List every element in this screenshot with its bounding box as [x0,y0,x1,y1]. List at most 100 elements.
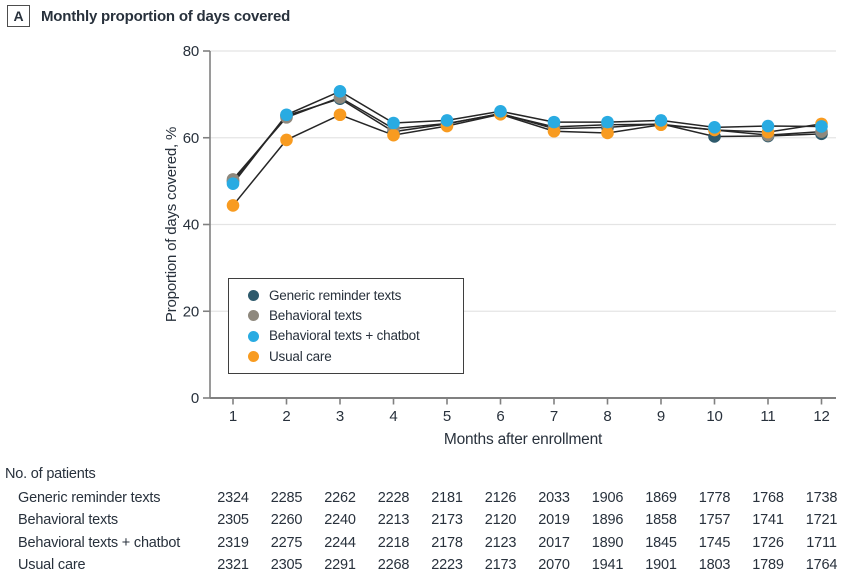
data-point-marker [333,108,347,122]
usual-care-dot-icon [248,350,259,362]
x-tick-label: 3 [336,408,344,425]
patients-cell: 2321 [217,557,249,574]
patients-cell: 1869 [645,490,677,506]
patients-cell: 1890 [591,534,624,551]
data-point-marker [761,119,775,133]
patients-cell: 2173 [484,557,517,574]
patients-cell: 1721 [805,512,838,529]
legend-label: Behavioral texts [269,308,362,324]
patients-row-label: Usual care [18,557,86,574]
patients-table-title: No. of patients [5,466,96,482]
patients-cell: 2123 [484,534,517,551]
patients-cell: 1726 [752,534,784,551]
patients-cell: 1764 [805,557,838,574]
patients-cell: 1906 [591,490,624,506]
y-axis-title: Proportion of days covered, % [163,127,180,322]
patients-row-label: Behavioral texts [18,512,118,529]
data-point-marker [387,128,400,142]
chart-legend: Generic reminder texts Behavioral texts … [228,278,464,374]
patients-cell: 1858 [645,512,677,529]
x-tick-label: 9 [657,408,665,425]
patients-cell: 2319 [217,534,249,551]
y-tick-label: 40 [183,217,199,234]
series-line-3 [232,113,822,206]
patients-cell: 1901 [645,557,677,574]
data-point-marker [280,133,293,147]
x-tick-label: 4 [389,408,397,425]
data-point-marker [226,199,240,212]
patients-cell: 1803 [698,557,731,574]
data-point-marker [601,115,614,129]
data-point-marker [494,104,507,118]
data-point-marker [226,177,240,191]
patients-cell: 2126 [484,490,517,506]
patients-cell: 2285 [270,490,303,506]
patients-cell: 1896 [591,512,624,529]
panel-label-badge: A [7,5,30,27]
patients-cell: 1778 [698,490,731,506]
legend-item-behavioral-texts: Behavioral texts [248,309,463,323]
x-tick-label: 5 [443,408,451,425]
patients-cell: 2324 [217,490,249,506]
data-point-marker [815,120,828,133]
patients-cell: 1768 [752,490,784,506]
patients-cell: 2228 [377,490,410,506]
legend-item-usual-care: Usual care [248,350,463,364]
y-tick-label: 60 [183,130,199,147]
patients-row-label: Generic reminder texts [18,490,161,506]
patients-row-label: Behavioral texts + chatbot [18,534,181,551]
legend-label: Behavioral texts + chatbot [269,328,420,344]
patients-cell: 1789 [752,557,784,574]
data-point-marker [654,114,668,127]
x-tick-label: 7 [550,408,558,425]
generic-reminder-texts-dot-icon [248,290,259,302]
patients-cell: 1757 [698,512,731,529]
data-point-marker [333,85,347,98]
x-axis-title: Months after enrollment [444,431,603,448]
patients-cell: 2173 [431,512,463,529]
patients-cell: 1745 [698,534,731,551]
patients-cell: 2240 [324,512,356,529]
data-point-marker [547,115,561,129]
patients-cell: 2213 [377,512,410,529]
patients-cell: 2120 [484,512,517,529]
patients-cell: 2070 [538,557,570,574]
patients-cell: 1941 [591,557,624,574]
series-line-2 [232,90,822,185]
patients-cell: 2223 [431,557,463,574]
x-tick-label: 12 [813,408,829,425]
y-tick-label: 80 [183,43,199,60]
patients-cell: 1741 [752,512,784,529]
patients-cell: 2181 [431,490,463,506]
patients-cell: 2275 [270,534,303,551]
legend-label: Generic reminder texts [269,287,402,303]
y-tick-label: 0 [191,390,199,407]
behavioral-texts-dot-icon [248,310,259,322]
patients-cell: 1845 [645,534,677,551]
legend-item-behavioral-texts-chatbot: Behavioral texts + chatbot [248,329,463,343]
patients-cell: 2033 [538,490,570,506]
x-tick-label: 10 [706,408,722,425]
patients-cell: 2178 [431,534,463,551]
patients-cell: 2244 [324,534,356,551]
legend-item-generic-reminder-texts: Generic reminder texts [248,289,463,303]
patients-cell: 2262 [324,490,356,506]
x-tick-label: 6 [496,408,504,425]
data-point-marker [280,108,293,122]
x-tick-label: 8 [603,408,611,425]
patients-cell: 1738 [805,490,838,506]
patients-cell: 1711 [806,534,837,551]
behavioral-texts-chatbot-dot-icon [248,330,259,342]
patients-cell: 2291 [324,557,356,574]
panel-title: Monthly proportion of days covered [41,7,291,25]
x-tick-label: 11 [760,408,775,425]
data-point-marker [708,121,721,134]
patients-cell: 2305 [270,557,303,574]
legend-label: Usual care [269,348,332,364]
data-point-marker [387,116,400,130]
data-point-marker [601,126,614,140]
patients-cell: 2305 [217,512,249,529]
x-tick-label: 2 [282,408,290,425]
